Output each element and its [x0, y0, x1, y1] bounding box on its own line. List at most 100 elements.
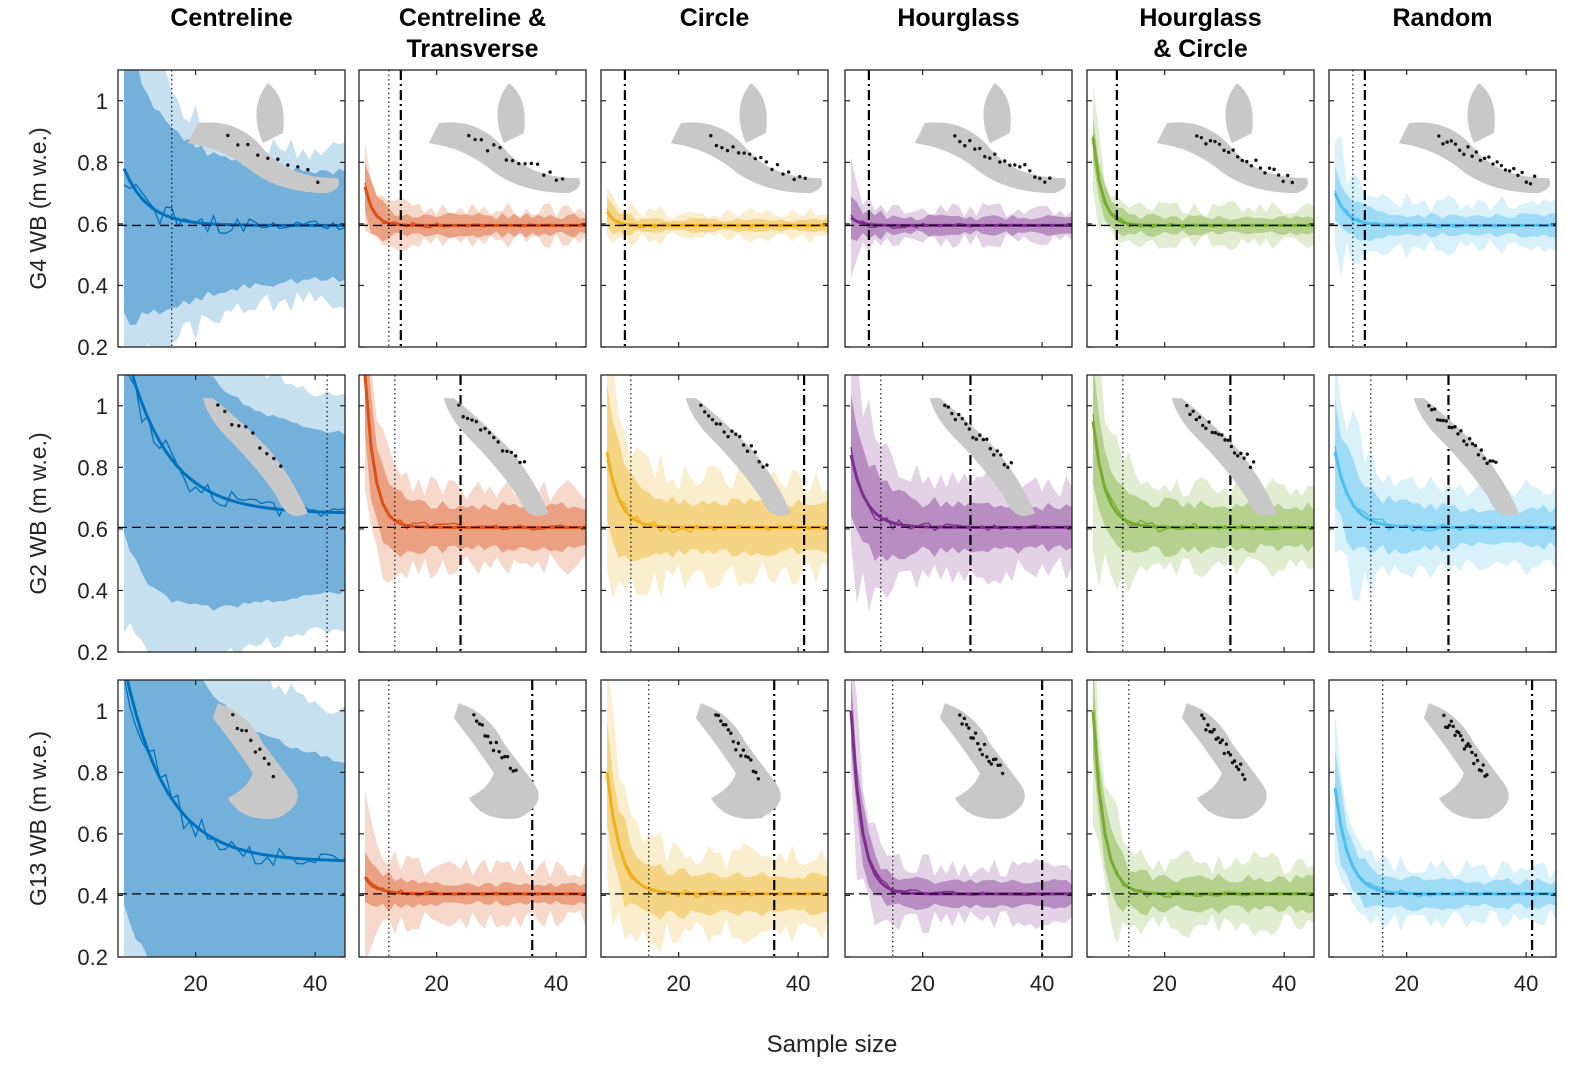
- sample-point: [1231, 148, 1235, 152]
- glacier-map-icon: [685, 398, 791, 516]
- glacier-shape: [929, 398, 1035, 516]
- sample-point: [244, 728, 249, 733]
- column-title-3: Hourglass: [897, 4, 1019, 32]
- y-tick-label: 0.4: [77, 578, 108, 603]
- sample-point: [1241, 772, 1245, 777]
- sample-point: [1479, 768, 1484, 773]
- inner-band: [606, 384, 828, 562]
- mean-line: [130, 375, 345, 515]
- panel-frame: [600, 69, 829, 348]
- y-tick-label: 0.6: [77, 822, 108, 847]
- glacier-map-icon: [443, 398, 549, 516]
- sample-point: [256, 153, 260, 157]
- sample-point: [963, 144, 967, 148]
- sample-point: [1185, 403, 1189, 408]
- panel-r1-c4: [1086, 374, 1315, 653]
- sample-point: [523, 162, 527, 166]
- sample-point: [1242, 456, 1246, 460]
- outer-band: [364, 790, 586, 957]
- glacier-map-icon: [929, 398, 1035, 516]
- sample-point: [467, 133, 471, 138]
- sample-point: [725, 148, 730, 153]
- sample-point: [477, 722, 482, 726]
- sample-point: [718, 422, 722, 426]
- sample-point: [716, 713, 721, 718]
- sample-point: [1018, 165, 1022, 169]
- sample-point: [1238, 762, 1243, 766]
- sample-point: [741, 748, 746, 752]
- sample-point: [1213, 431, 1218, 435]
- sample-point: [216, 403, 220, 407]
- panel-frame: [1086, 374, 1315, 653]
- sample-point: [730, 429, 734, 433]
- panel-frame: [844, 69, 1073, 348]
- column-title-line: & Circle: [1153, 35, 1248, 63]
- sample-point: [739, 754, 743, 758]
- glacier-map-icon: [202, 398, 308, 516]
- sample-point: [511, 769, 515, 773]
- sample-point: [989, 762, 994, 766]
- sample-point: [237, 424, 241, 428]
- sample-point: [1458, 734, 1463, 738]
- sample-point: [1202, 716, 1206, 721]
- sample-point: [279, 464, 283, 468]
- panel-frame: [600, 679, 829, 958]
- sample-point: [1245, 452, 1249, 456]
- glacier-shape: [187, 83, 340, 194]
- sample-point: [1499, 163, 1504, 168]
- sample-point: [1520, 170, 1524, 175]
- sample-point: [230, 422, 234, 427]
- sample-point: [1048, 176, 1052, 180]
- sample-point: [775, 162, 780, 167]
- sample-point: [962, 716, 967, 721]
- sample-point: [1474, 150, 1479, 154]
- column-title-line: Random: [1393, 4, 1493, 32]
- sample-point: [1476, 453, 1481, 457]
- column-title-line: Circle: [680, 4, 750, 32]
- sample-point: [749, 758, 753, 762]
- sample-point: [967, 726, 971, 730]
- outer-band: [1334, 713, 1556, 932]
- sample-point: [1453, 142, 1458, 146]
- sample-point: [231, 712, 235, 717]
- sample-point: [465, 416, 470, 421]
- sample-point: [486, 734, 490, 739]
- sample-point: [1457, 148, 1462, 152]
- sample-point: [1194, 417, 1199, 422]
- panel-frame: [1328, 69, 1557, 348]
- sample-point: [978, 146, 982, 151]
- sample-point: [988, 156, 992, 160]
- sample-point: [731, 739, 736, 744]
- sample-point: [1460, 738, 1465, 742]
- column-title-line: Hourglass: [897, 4, 1019, 32]
- sample-point: [1465, 442, 1469, 447]
- glacier-shape: [695, 703, 781, 819]
- sample-point: [748, 152, 752, 156]
- sample-point: [1507, 169, 1512, 173]
- inner-band: [1092, 680, 1314, 916]
- y-axis-label-2: G13 WB (m w.e.): [25, 731, 51, 906]
- sample-point: [753, 156, 757, 161]
- glacier-map-icon: [428, 83, 581, 194]
- sample-point: [479, 138, 484, 142]
- x-tick-label: 40: [544, 971, 568, 996]
- sample-point: [1201, 423, 1205, 428]
- glacier-shape: [939, 703, 1025, 819]
- sample-point: [734, 432, 738, 436]
- inner-band: [364, 163, 586, 242]
- sample-point: [761, 465, 765, 469]
- sample-point: [1222, 148, 1226, 153]
- glacier-shape: [1423, 703, 1509, 819]
- outer-band: [850, 680, 1072, 934]
- sample-point: [560, 177, 565, 181]
- sample-point: [720, 145, 724, 150]
- sample-point: [1272, 167, 1276, 172]
- sample-point: [554, 178, 559, 182]
- column-title-4: Hourglass & Circle: [1139, 4, 1261, 63]
- sample-point: [1442, 713, 1446, 718]
- sample-point: [1195, 134, 1199, 138]
- sample-point: [504, 158, 509, 162]
- sample-point: [1043, 180, 1047, 184]
- sample-point: [461, 415, 465, 419]
